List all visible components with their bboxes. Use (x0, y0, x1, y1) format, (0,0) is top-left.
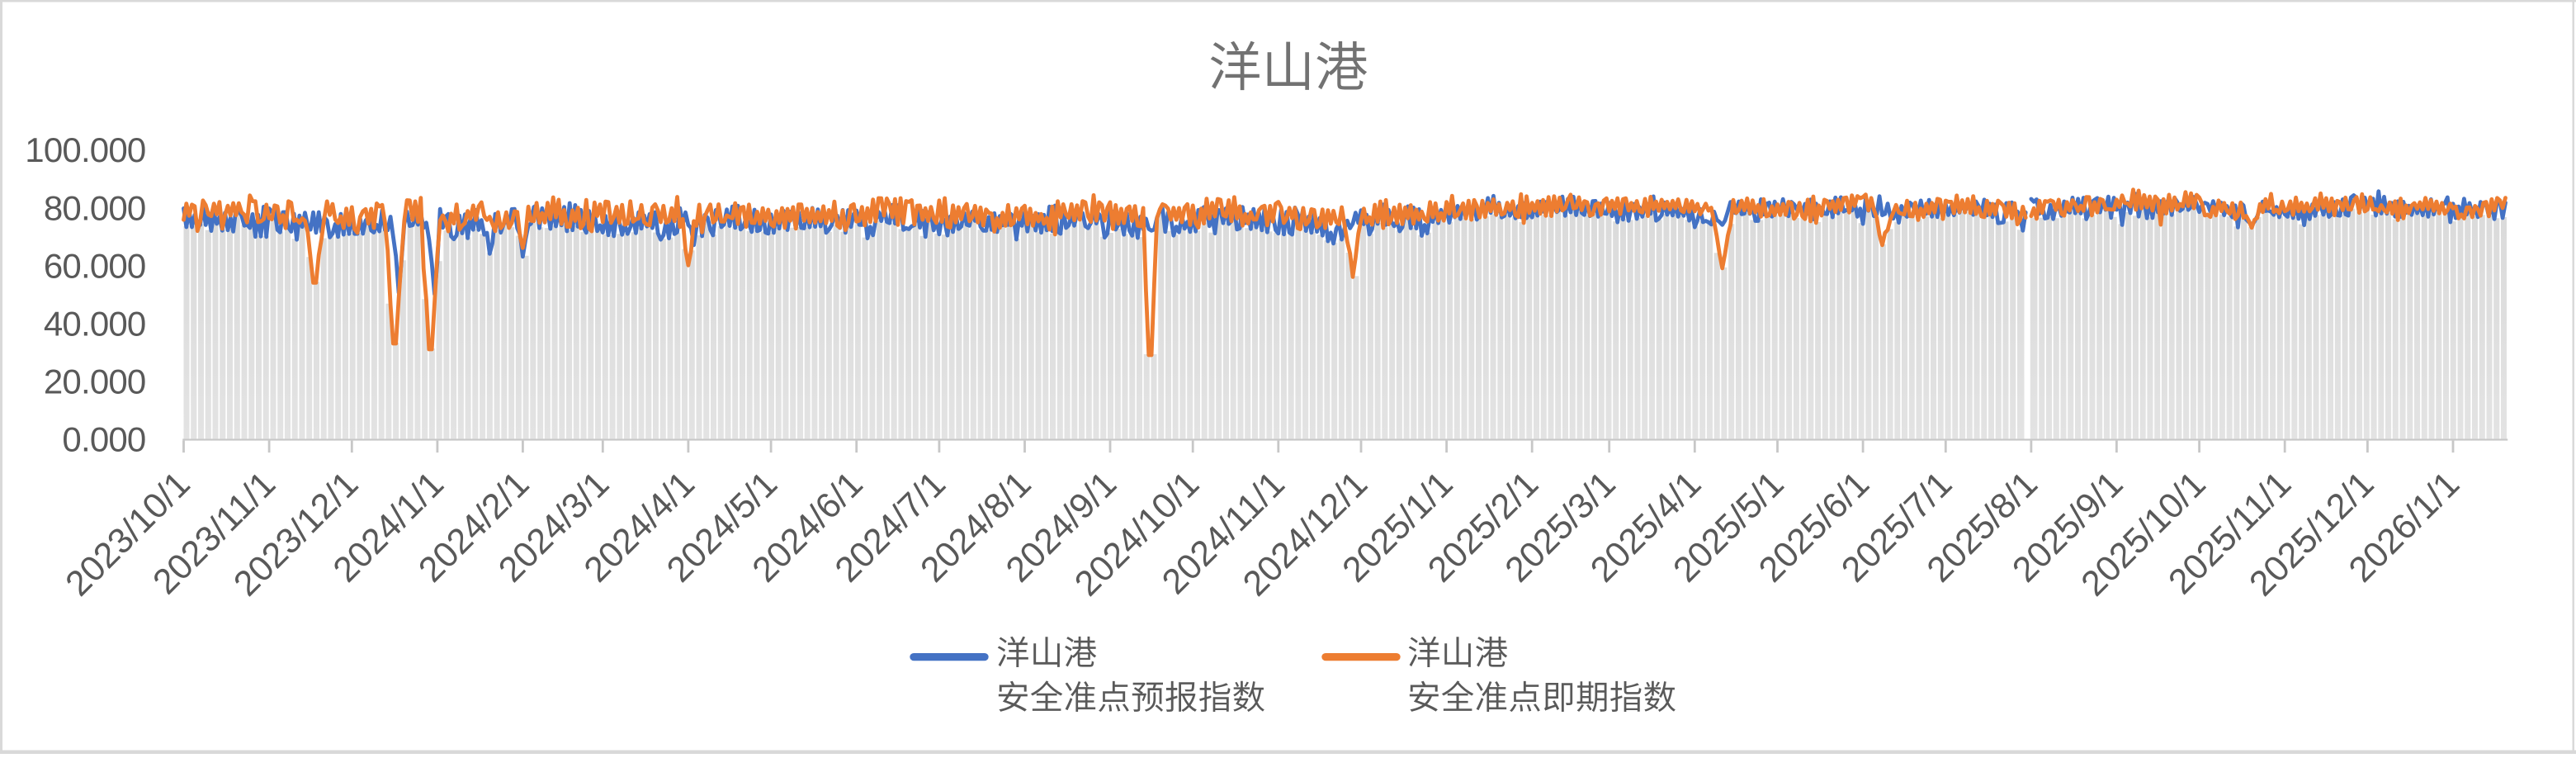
svg-text:0.000: 0.000 (62, 420, 145, 459)
svg-text:80.000: 80.000 (44, 188, 146, 227)
svg-text:40.000: 40.000 (44, 304, 146, 343)
svg-text:100.000: 100.000 (25, 130, 145, 169)
svg-text:20.000: 20.000 (44, 362, 146, 401)
svg-text:60.000: 60.000 (44, 246, 146, 285)
